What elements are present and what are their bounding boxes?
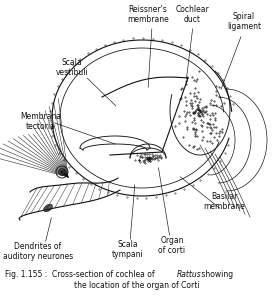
Ellipse shape xyxy=(44,204,52,212)
Text: Membrana
tectoria: Membrana tectoria xyxy=(20,112,61,132)
Text: Cochlear
duct: Cochlear duct xyxy=(175,5,209,24)
Text: Dendrites of
auditory neurones: Dendrites of auditory neurones xyxy=(3,242,73,261)
Text: Scala
tympani: Scala tympani xyxy=(112,240,144,259)
Circle shape xyxy=(61,171,63,173)
Text: showing: showing xyxy=(199,270,233,279)
Circle shape xyxy=(59,168,65,176)
Text: the location of the organ of Corti: the location of the organ of Corti xyxy=(74,281,200,290)
Text: Scala
vestibuli: Scala vestibuli xyxy=(56,58,89,77)
Text: Rattus: Rattus xyxy=(177,270,202,279)
Text: Reissner's
membrane: Reissner's membrane xyxy=(127,5,169,24)
Text: Organ
of corti: Organ of corti xyxy=(158,236,185,255)
Text: Spiral
ligament: Spiral ligament xyxy=(227,12,261,31)
Text: Basilar
membrane: Basilar membrane xyxy=(203,192,245,211)
Text: Fig. 1.155 :  Cross-section of cochlea of: Fig. 1.155 : Cross-section of cochlea of xyxy=(5,270,157,279)
